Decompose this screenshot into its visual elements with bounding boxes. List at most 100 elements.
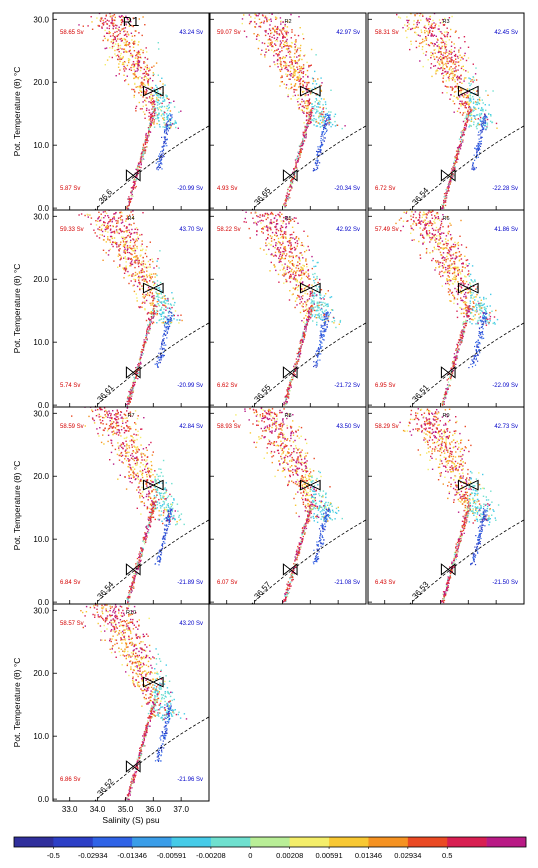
scatter-point <box>278 251 280 254</box>
scatter-point <box>166 118 168 120</box>
scatter-point <box>139 76 141 78</box>
scatter-point <box>157 356 160 358</box>
scatter-point <box>289 66 291 68</box>
scatter-point <box>471 79 474 81</box>
scatter-point <box>481 121 483 123</box>
scatter-point <box>458 148 460 150</box>
scatter-point <box>141 153 144 155</box>
scatter-point <box>139 87 141 89</box>
scatter-point <box>287 244 290 247</box>
scatter-point <box>465 77 467 79</box>
scatter-point <box>160 154 162 157</box>
scatter-point <box>292 180 294 182</box>
scatter-point <box>144 24 146 26</box>
scatter-point <box>147 312 149 314</box>
scatter-point <box>295 361 297 363</box>
scatter-point <box>275 214 277 217</box>
scatter-point <box>143 280 145 282</box>
scatter-point <box>463 134 465 136</box>
scatter-point <box>165 130 167 132</box>
scatter-point <box>306 105 308 107</box>
scatter-point <box>111 237 113 240</box>
scatter-point <box>163 136 166 138</box>
scatter-point <box>470 101 472 103</box>
scatter-point <box>296 279 298 281</box>
scatter-point <box>165 126 167 128</box>
scatter-point <box>425 37 428 39</box>
scatter-point <box>135 76 137 79</box>
scatter-point <box>291 187 293 189</box>
scatter-point <box>318 103 321 105</box>
scatter-point <box>133 77 136 79</box>
scatter-point <box>440 51 442 53</box>
scatter-point <box>478 138 480 140</box>
scatter-point <box>430 51 432 54</box>
scatter-point <box>286 253 288 255</box>
scatter-point <box>299 252 301 254</box>
scatter-point <box>145 134 147 136</box>
scatter-point <box>318 315 321 317</box>
scatter-point <box>315 120 318 123</box>
scatter-point <box>157 357 159 359</box>
scatter-point <box>132 187 135 190</box>
scatter-point <box>283 43 285 46</box>
scatter-point <box>122 62 124 64</box>
scatter-point <box>132 210 134 212</box>
scatter-point <box>145 334 148 336</box>
scatter-point <box>275 226 277 229</box>
scatter-point <box>106 32 108 34</box>
scatter-point <box>153 100 155 102</box>
scatter-point <box>270 240 273 242</box>
scatter-point <box>300 44 302 47</box>
scatter-point <box>136 258 139 260</box>
scatter-point <box>433 13 436 15</box>
scatter-point <box>160 151 162 153</box>
scatter-point <box>117 28 119 30</box>
scatter-point <box>281 46 283 48</box>
scatter-point <box>103 239 105 241</box>
scatter-point <box>265 253 268 255</box>
scatter-point <box>297 34 300 37</box>
scatter-point <box>115 27 117 29</box>
scatter-point <box>295 164 297 166</box>
scatter-point <box>316 150 318 152</box>
scatter-point <box>118 253 120 255</box>
scatter-point <box>309 110 311 112</box>
scatter-point <box>461 133 463 135</box>
scatter-point <box>160 159 162 161</box>
scatter-point <box>422 65 424 68</box>
scatter-point <box>132 384 134 387</box>
scatter-point <box>321 143 324 145</box>
scatter-point <box>297 161 299 163</box>
scatter-point <box>320 289 323 291</box>
scatter-point <box>297 77 299 79</box>
scatter-point <box>273 61 275 63</box>
scatter-point <box>148 101 150 103</box>
scatter-point <box>139 358 141 360</box>
scatter-point <box>455 157 457 159</box>
scatter-point <box>320 138 322 140</box>
scatter-point <box>166 307 169 309</box>
scatter-point <box>158 112 160 115</box>
scatter-point <box>110 231 112 234</box>
scatter-point <box>269 24 271 26</box>
scatter-point <box>115 220 117 222</box>
scatter-point <box>141 154 144 156</box>
scatter-point <box>302 85 304 87</box>
scatter-point <box>288 271 291 273</box>
scatter-point <box>427 22 430 24</box>
scatter-point <box>470 125 472 127</box>
scatter-point <box>258 18 261 20</box>
scatter-point <box>470 120 473 122</box>
scatter-point <box>94 232 96 234</box>
scatter-point <box>453 60 455 62</box>
scatter-point <box>119 16 121 18</box>
scatter-point <box>137 63 139 65</box>
scatter-point <box>301 148 304 150</box>
scatter-point <box>159 301 161 303</box>
scatter-point <box>301 109 303 112</box>
scatter-point <box>482 102 484 104</box>
scatter-point <box>147 127 150 129</box>
scatter-point <box>469 124 471 126</box>
